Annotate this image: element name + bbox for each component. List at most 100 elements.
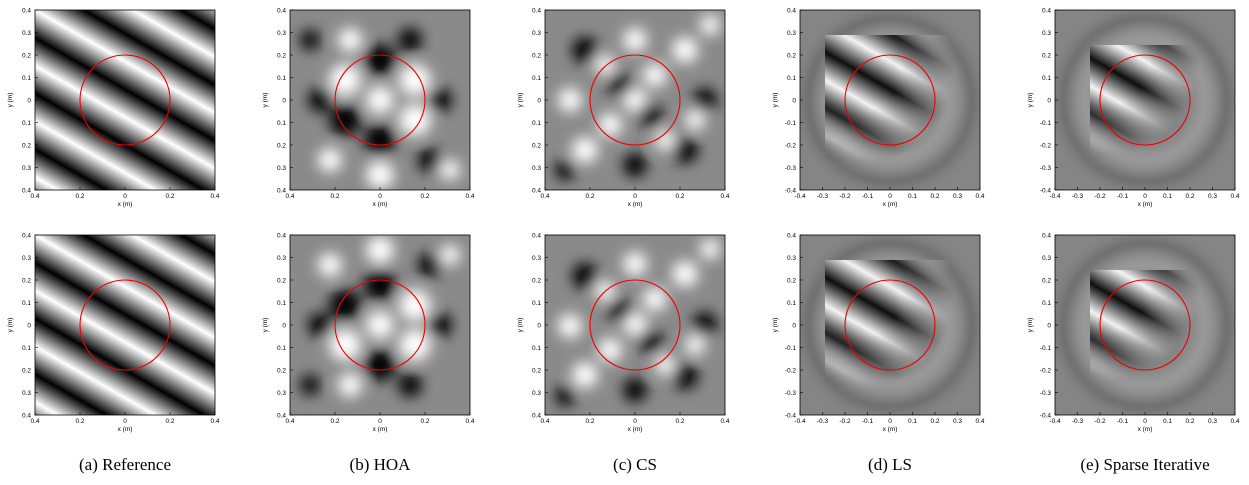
- y-axis-label: y (m): [262, 318, 269, 333]
- x-tick-label: 0.2: [165, 418, 174, 425]
- pad: [1015, 195, 1016, 196]
- blob: [595, 55, 615, 75]
- blob: [366, 236, 394, 264]
- x-tick-label: -0.1: [1117, 193, 1129, 200]
- blob: [655, 355, 675, 375]
- y-tick-label: 0.3: [1042, 30, 1051, 37]
- x-tick-label: -0.2: [839, 418, 851, 425]
- x-axis-label: x (m): [628, 426, 643, 433]
- plot: -0.4 -0.3 -0.2 -0.1 0 0.1 0.2 0.3 0.4 0.4 0.3 0.2 0.…: [1015, 195, 1240, 433]
- y-tick-label: -0.1: [1040, 120, 1052, 127]
- blob: [329, 289, 361, 321]
- blob: [685, 110, 705, 130]
- y-tick-label: 0.4: [1042, 232, 1051, 239]
- blob: [418, 148, 442, 172]
- field-image: [35, 10, 215, 190]
- plot: 0.4 0.2 0 0.2 0.40.40.30.20.100.10.20.30.4x …: [262, 7, 475, 208]
- x-axis-label: x (m): [1138, 426, 1153, 433]
- blob: [399, 104, 431, 136]
- x-axis-label: x (m): [1138, 201, 1153, 208]
- y-tick-label: 0.1: [22, 120, 31, 127]
- y-tick-label: 0.1: [22, 345, 31, 352]
- blob: [318, 253, 342, 277]
- y-tick-label: 0.2: [22, 277, 31, 284]
- y-tick-label: 0: [792, 97, 796, 104]
- x-tick-label: 0: [1143, 193, 1147, 200]
- field-image: [290, 235, 470, 415]
- y-tick-label: 0.3: [532, 165, 541, 172]
- y-axis-label: y (m): [1027, 318, 1034, 333]
- y-tick-label: 0: [27, 97, 31, 104]
- y-tick-label: 0.1: [22, 75, 31, 82]
- x-tick-label: 0: [378, 418, 382, 425]
- stripes: [1090, 270, 1200, 380]
- y-tick-label: 0.2: [1042, 52, 1051, 59]
- y-tick-label: 0.3: [787, 30, 796, 37]
- ring: [1061, 16, 1229, 184]
- y-tick-label: 0.4: [532, 232, 541, 239]
- x-tick-label: -0.4: [1049, 193, 1061, 200]
- blob: [399, 329, 431, 361]
- blob: [672, 137, 698, 163]
- y-tick-label: 0.2: [22, 367, 31, 374]
- x-tick-label: 0.2: [165, 193, 174, 200]
- x-tick-label: 0.4: [30, 193, 39, 200]
- y-tick-label: 0.4: [787, 7, 796, 14]
- x-axis-label: x (m): [373, 201, 388, 208]
- array-circle: [334, 54, 426, 146]
- blob: [366, 311, 394, 339]
- y-tick-label: 0.4: [1042, 7, 1051, 14]
- blobs: [300, 28, 460, 189]
- x-tick-label: 0: [633, 418, 637, 425]
- x-tick-label: 0.2: [1185, 193, 1194, 200]
- y-tick-label: -0.3: [1040, 390, 1052, 397]
- rings: [1061, 16, 1229, 184]
- blob: [700, 239, 720, 259]
- y-tick-label: 0: [537, 322, 541, 329]
- x-tick-label: 0.4: [210, 418, 219, 425]
- x-tick-label: 0.4: [975, 193, 984, 200]
- array-circle: [589, 54, 681, 146]
- blob: [399, 289, 431, 321]
- x-tick-label: 0.3: [953, 418, 962, 425]
- blobs: [555, 15, 720, 180]
- blob: [655, 130, 675, 150]
- field-image: [545, 10, 725, 190]
- y-tick-label: 0.1: [277, 300, 286, 307]
- y-tick-label: 0.3: [532, 30, 541, 37]
- blob: [428, 88, 452, 112]
- y-tick-label: -0.2: [1040, 142, 1052, 149]
- x-tick-label: 0.2: [930, 193, 939, 200]
- y-tick-label: -0.1: [785, 120, 797, 127]
- x-tick-label: 0.1: [908, 193, 917, 200]
- y-tick-label: 0.2: [277, 142, 286, 149]
- blob: [308, 88, 332, 112]
- blob: [398, 373, 422, 397]
- x-tick-label: -0.4: [794, 193, 806, 200]
- x-tick-label: 0.2: [675, 418, 684, 425]
- y-tick-label: 0: [27, 322, 31, 329]
- blob: [623, 378, 647, 402]
- array-circle: [79, 54, 171, 146]
- x-axis-label: x (m): [883, 426, 898, 433]
- plot: 0.4 0.2 0 0.2 0.40.40.30.20.100.10.20.30.4x …: [262, 232, 475, 433]
- x-tick-label: 0.4: [285, 193, 294, 200]
- y-axis-label: y (m): [517, 318, 524, 333]
- beam: [1090, 45, 1200, 155]
- x-tick-label: 0.4: [1230, 193, 1239, 200]
- y-tick-label: -0.3: [785, 165, 797, 172]
- y-axis-label: y (m): [1027, 93, 1034, 108]
- y-tick-label: -0.1: [785, 345, 797, 352]
- caption: (c) CS: [613, 455, 657, 474]
- x-tick-label: 0.4: [30, 418, 39, 425]
- blob: [643, 287, 667, 311]
- blob: [643, 63, 667, 87]
- plot: -0.4 -0.3 -0.2 -0.1 0 0.1 0.2 0.3 0.4 0.4 0.3 0.2 0.…: [772, 7, 985, 208]
- y-tick-label: 0.4: [532, 412, 541, 419]
- beam: [825, 35, 955, 165]
- y-tick-label: 0.1: [277, 345, 286, 352]
- blob: [693, 312, 717, 336]
- x-tick-label: -0.4: [794, 418, 806, 425]
- blob: [700, 15, 720, 35]
- x-tick-label: 0.4: [465, 418, 474, 425]
